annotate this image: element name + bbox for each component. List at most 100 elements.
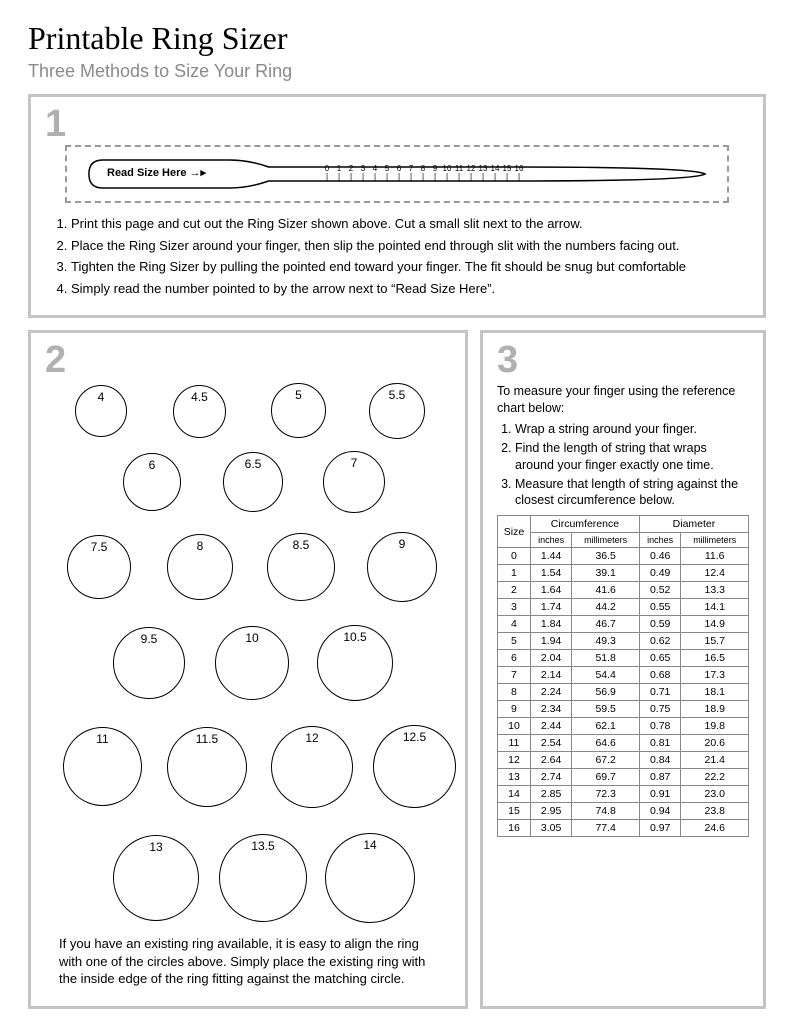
circle-label: 5.5 [389, 388, 406, 402]
table-cell: 11 [498, 735, 531, 752]
instruction-item: Simply read the number pointed to by the… [71, 280, 749, 298]
size-circle: 9.5 [113, 627, 185, 699]
table-cell: 0.49 [639, 565, 680, 582]
table-row: 72.1454.40.6817.3 [498, 667, 749, 684]
size-circle: 6.5 [223, 452, 283, 512]
circle-label: 5 [295, 388, 302, 402]
instruction-item: Print this page and cut out the Ring Siz… [71, 215, 749, 233]
size-circle: 10.5 [317, 625, 393, 701]
table-cell: 59.5 [572, 701, 640, 718]
table-cell: 1.44 [530, 548, 571, 565]
table-cell: 7 [498, 667, 531, 684]
size-circle: 12 [271, 726, 353, 808]
table-row: 102.4462.10.7819.8 [498, 718, 749, 735]
table-cell: 2.74 [530, 769, 571, 786]
size-circle: 4.5 [173, 385, 226, 438]
th-inches: inches [639, 533, 680, 548]
circle-label: 4 [98, 390, 105, 404]
table-row: 51.9449.30.6215.7 [498, 633, 749, 650]
table-cell: 2.44 [530, 718, 571, 735]
table-cell: 4 [498, 616, 531, 633]
table-cell: 12 [498, 752, 531, 769]
table-cell: 36.5 [572, 548, 640, 565]
table-cell: 21.4 [681, 752, 749, 769]
circle-label: 7 [351, 456, 358, 470]
circle-label: 8.5 [293, 538, 310, 552]
circle-label: 6 [149, 458, 156, 472]
table-cell: 41.6 [572, 582, 640, 599]
table-cell: 0.87 [639, 769, 680, 786]
table-cell: 56.9 [572, 684, 640, 701]
table-cell: 23.0 [681, 786, 749, 803]
circle-label: 10.5 [343, 630, 366, 644]
panel-method-2: 2 44.555.566.577.588.599.51010.51111.512… [28, 330, 468, 1009]
table-cell: 62.1 [572, 718, 640, 735]
table-row: 112.5464.60.8120.6 [498, 735, 749, 752]
table-cell: 64.6 [572, 735, 640, 752]
table-cell: 69.7 [572, 769, 640, 786]
table-cell: 2.04 [530, 650, 571, 667]
table-cell: 0.81 [639, 735, 680, 752]
table-row: 01.4436.50.4611.6 [498, 548, 749, 565]
size-circle: 7 [323, 451, 385, 513]
table-cell: 2.54 [530, 735, 571, 752]
table-cell: 11.6 [681, 548, 749, 565]
circle-label: 7.5 [91, 540, 108, 554]
table-cell: 0.65 [639, 650, 680, 667]
circle-label: 8 [197, 539, 204, 553]
table-cell: 0.75 [639, 701, 680, 718]
table-row: 92.3459.50.7518.9 [498, 701, 749, 718]
table-cell: 15.7 [681, 633, 749, 650]
table-cell: 2.24 [530, 684, 571, 701]
table-cell: 14.1 [681, 599, 749, 616]
circle-label: 6.5 [245, 457, 262, 471]
table-cell: 46.7 [572, 616, 640, 633]
size-circle: 12.5 [373, 725, 456, 808]
instructions-list: Print this page and cut out the Ring Siz… [45, 215, 749, 297]
table-cell: 3 [498, 599, 531, 616]
circle-chart: 44.555.566.577.588.599.51010.51111.51212… [45, 375, 451, 935]
size-chart-table: Size Circumference Diameter inches milli… [497, 515, 749, 837]
size-circle: 11 [63, 727, 142, 806]
size-circle: 14 [325, 833, 415, 923]
circle-label: 4.5 [191, 390, 208, 404]
table-cell: 77.4 [572, 820, 640, 837]
th-mm: millimeters [681, 533, 749, 548]
table-row: 21.6441.60.5213.3 [498, 582, 749, 599]
table-cell: 16.5 [681, 650, 749, 667]
size-circle: 7.5 [67, 535, 131, 599]
table-cell: 1 [498, 565, 531, 582]
size-circle: 13.5 [219, 834, 307, 922]
chart-step-item: Measure that length of string against th… [515, 476, 749, 510]
table-row: 122.6467.20.8421.4 [498, 752, 749, 769]
table-cell: 23.8 [681, 803, 749, 820]
table-cell: 22.2 [681, 769, 749, 786]
table-cell: 72.3 [572, 786, 640, 803]
instruction-item: Place the Ring Sizer around your finger,… [71, 237, 749, 255]
th-inches: inches [530, 533, 571, 548]
page-subtitle: Three Methods to Size Your Ring [28, 61, 766, 82]
circle-label: 11.5 [196, 732, 218, 746]
table-cell: 2.85 [530, 786, 571, 803]
th-circumference: Circumference [530, 516, 639, 533]
table-cell: 3.05 [530, 820, 571, 837]
circle-label: 13.5 [251, 839, 274, 853]
ruler-marks: 012345678910111213141516||||||||||||||||… [321, 165, 525, 181]
size-circle: 6 [123, 453, 181, 511]
table-row: 11.5439.10.4912.4 [498, 565, 749, 582]
size-circle: 5 [271, 383, 326, 438]
table-cell: 2.64 [530, 752, 571, 769]
table-cell: 13.3 [681, 582, 749, 599]
chart-step-item: Find the length of string that wraps aro… [515, 440, 749, 474]
table-cell: 0.68 [639, 667, 680, 684]
circle-label: 10 [245, 631, 258, 645]
circle-label: 12.5 [403, 730, 426, 744]
table-row: 31.7444.20.5514.1 [498, 599, 749, 616]
table-cell: 18.1 [681, 684, 749, 701]
table-cell: 67.2 [572, 752, 640, 769]
circle-label: 14 [363, 838, 376, 852]
table-cell: 44.2 [572, 599, 640, 616]
read-size-label: Read Size Here →▸ [107, 166, 206, 179]
table-cell: 0.91 [639, 786, 680, 803]
table-cell: 2 [498, 582, 531, 599]
